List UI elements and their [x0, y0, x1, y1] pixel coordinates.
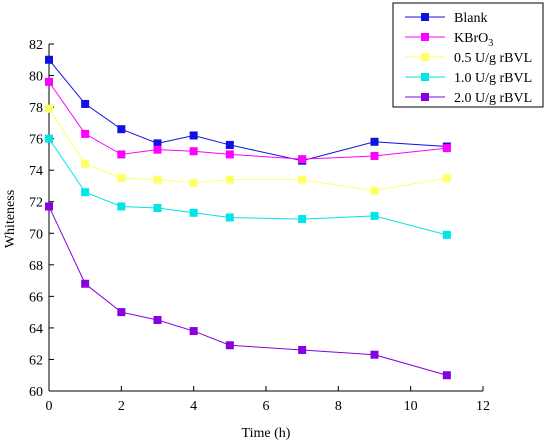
- series-1: [45, 55, 451, 165]
- data-point: [370, 211, 379, 220]
- legend-marker: [421, 73, 429, 81]
- data-point: [370, 350, 379, 359]
- y-axis-title: Whiteness: [3, 190, 18, 248]
- data-point: [298, 175, 307, 184]
- legend-label: KBrO3: [454, 31, 493, 49]
- legend-label-text: 1.0 U/g rBVL: [454, 71, 532, 86]
- data-point: [189, 147, 198, 156]
- data-point: [117, 150, 126, 159]
- legend-marker: [421, 53, 429, 61]
- data-point: [45, 104, 53, 113]
- legend-item: 2.0 U/g rBVL: [405, 91, 532, 106]
- legend-label-text: 2.0 U/g rBVL: [454, 91, 532, 106]
- y-tick-label: 62: [29, 353, 43, 368]
- data-point: [45, 202, 53, 211]
- legend-box: [392, 2, 544, 108]
- data-point: [298, 345, 307, 354]
- data-point: [442, 174, 451, 183]
- legend-label: Blank: [454, 11, 487, 26]
- y-tick-label: 80: [29, 70, 43, 85]
- data-point: [81, 129, 90, 138]
- data-point: [370, 137, 379, 146]
- x-tick-label: 10: [404, 399, 418, 414]
- data-point: [153, 145, 162, 154]
- data-point: [225, 150, 234, 159]
- series-5: [45, 202, 451, 380]
- y-tick-label: 78: [29, 101, 43, 116]
- legend-item: KBrO3: [405, 31, 493, 49]
- y-tick-label: 76: [29, 133, 43, 148]
- data-point: [153, 175, 162, 184]
- data-point: [117, 308, 126, 317]
- data-point: [225, 213, 234, 222]
- legend-label-text: Blank: [454, 11, 487, 26]
- x-tick-label: 8: [335, 399, 342, 414]
- data-point: [225, 341, 234, 350]
- series-layer: [45, 55, 451, 380]
- series-line: [48, 108, 447, 192]
- legend-label: 1.0 U/g rBVL: [454, 71, 532, 86]
- y-tick-label: 82: [29, 38, 43, 53]
- legend-label-subscript: 3: [488, 38, 493, 49]
- data-point: [442, 144, 451, 153]
- data-point: [298, 215, 307, 224]
- data-point: [225, 175, 234, 184]
- data-point: [81, 188, 90, 197]
- legend-label-text: 0.5 U/g rBVL: [454, 51, 532, 66]
- data-point: [45, 77, 53, 86]
- data-point: [225, 140, 234, 149]
- data-point: [189, 327, 198, 336]
- data-point: [81, 279, 90, 288]
- data-point: [117, 202, 126, 211]
- y-tick-label: 68: [29, 259, 43, 274]
- data-point: [81, 159, 90, 168]
- data-point: [189, 131, 198, 140]
- data-point: [298, 155, 307, 164]
- data-point: [153, 204, 162, 213]
- data-point: [189, 178, 198, 187]
- data-point: [117, 174, 126, 183]
- legend-item: 1.0 U/g rBVL: [405, 71, 532, 86]
- data-point: [45, 134, 53, 143]
- series-line: [48, 138, 447, 236]
- legend-marker: [421, 93, 429, 101]
- y-tick-label: 72: [29, 196, 43, 211]
- y-tick-label: 66: [29, 290, 43, 305]
- legend: Blank KBrO3 0.5 U/g rBVL 1.0 U/g rBVL 2.0 U/…: [392, 2, 544, 108]
- y-tick-label: 70: [29, 227, 43, 242]
- legend-item: Blank: [405, 11, 487, 26]
- y-tick-label: 60: [29, 385, 43, 400]
- legend-item: 0.5 U/g rBVL: [405, 51, 532, 66]
- data-point: [81, 99, 90, 108]
- x-tick-label: 4: [190, 399, 197, 414]
- legend-label: 0.5 U/g rBVL: [454, 51, 532, 66]
- legend-label: 2.0 U/g rBVL: [454, 91, 532, 106]
- data-point: [189, 208, 198, 217]
- x-tick-label: 6: [263, 399, 270, 414]
- series-line: [48, 59, 447, 162]
- series-2: [45, 77, 451, 164]
- y-tick-label: 74: [29, 164, 43, 179]
- x-tick-label: 0: [46, 399, 53, 414]
- x-axis-title: Time (h): [242, 426, 291, 441]
- data-point: [442, 371, 451, 380]
- series-3: [45, 104, 451, 195]
- data-point: [370, 151, 379, 160]
- data-point: [117, 125, 126, 134]
- legend-marker: [421, 33, 429, 41]
- data-point: [45, 55, 53, 64]
- series-4: [45, 134, 451, 239]
- legend-label-text: KBrO: [454, 31, 488, 46]
- x-tick-label: 2: [118, 399, 125, 414]
- data-point: [153, 139, 162, 148]
- legend-marker: [421, 13, 429, 21]
- data-point: [442, 230, 451, 239]
- data-point: [370, 186, 379, 195]
- series-line: [48, 206, 447, 376]
- x-tick-label: 12: [476, 399, 490, 414]
- y-tick-label: 64: [29, 322, 43, 337]
- data-point: [153, 316, 162, 325]
